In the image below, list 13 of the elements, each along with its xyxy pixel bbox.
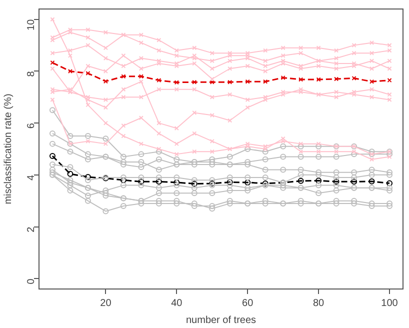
x-tick-label: 40 — [171, 298, 183, 309]
y-tick-label: 4 — [26, 174, 37, 180]
y-tick-label: 8 — [26, 70, 37, 77]
y-tick-label: 0 — [26, 278, 37, 284]
x-tick-label: 60 — [242, 298, 254, 309]
y-tick-label: 10 — [26, 18, 37, 30]
y-tick-label: 6 — [26, 122, 37, 129]
y-tick-label: 2 — [26, 226, 37, 232]
x-tick-label: 100 — [381, 298, 398, 309]
y-axis-title: misclassification rate (%) — [2, 94, 14, 204]
x-tick-label: 80 — [313, 298, 325, 309]
x-tick-label: 20 — [100, 298, 112, 309]
x-axis-title: number of trees — [186, 314, 256, 326]
